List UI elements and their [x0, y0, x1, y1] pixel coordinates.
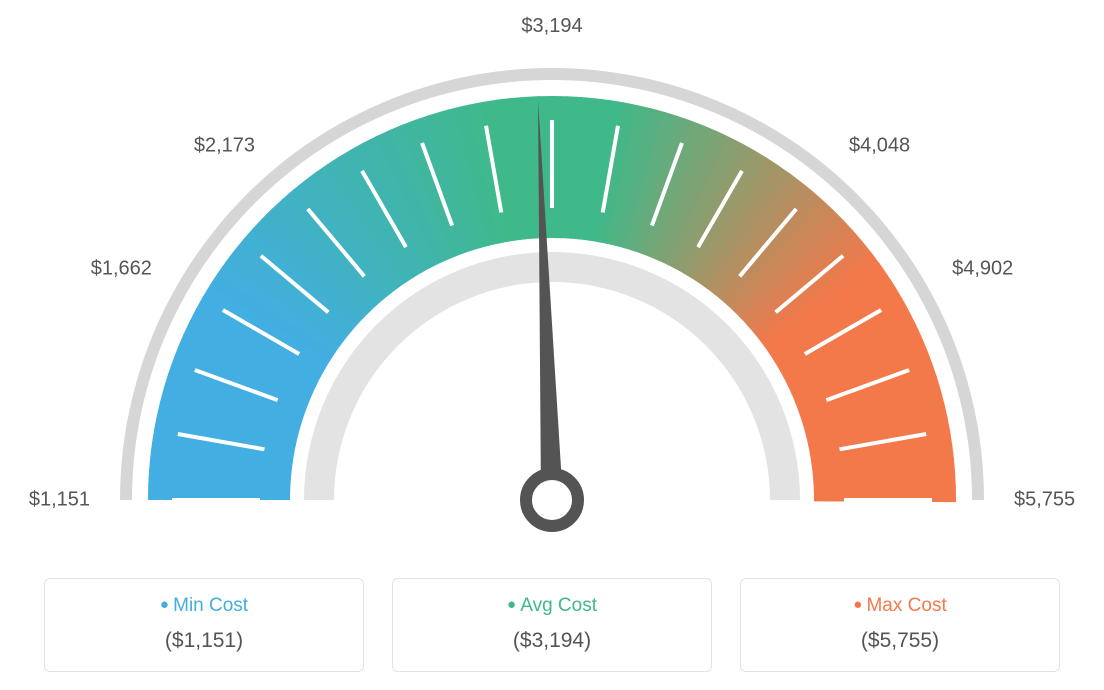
gauge-tick-label: $3,194 [521, 15, 582, 38]
gauge-tick-label: $4,048 [849, 135, 910, 158]
gauge-svg [52, 30, 1052, 560]
legend-title-avg: Avg Cost [403, 595, 701, 617]
legend-row: Min Cost ($1,151) Avg Cost ($3,194) Max … [44, 578, 1060, 672]
gauge-tick-label: $1,151 [29, 489, 90, 512]
legend-value-avg: ($3,194) [403, 629, 701, 653]
gauge-tick-label: $1,662 [91, 258, 152, 281]
legend-title-max: Max Cost [751, 595, 1049, 617]
legend-card-avg: Avg Cost ($3,194) [392, 578, 712, 672]
gauge-tick-label: $2,173 [194, 135, 255, 158]
legend-value-max: ($5,755) [751, 629, 1049, 653]
legend-title-min: Min Cost [55, 595, 353, 617]
gauge-chart: $1,151 $1,662 $2,173 $3,194 $4,048 $4,902 $5,7… [0, 0, 1104, 560]
gauge-tick-label: $4,902 [952, 258, 1013, 281]
legend-value-min: ($1,151) [55, 629, 353, 653]
legend-card-min: Min Cost ($1,151) [44, 578, 364, 672]
gauge-tick-label: $5,755 [1014, 489, 1075, 512]
legend-card-max: Max Cost ($5,755) [740, 578, 1060, 672]
